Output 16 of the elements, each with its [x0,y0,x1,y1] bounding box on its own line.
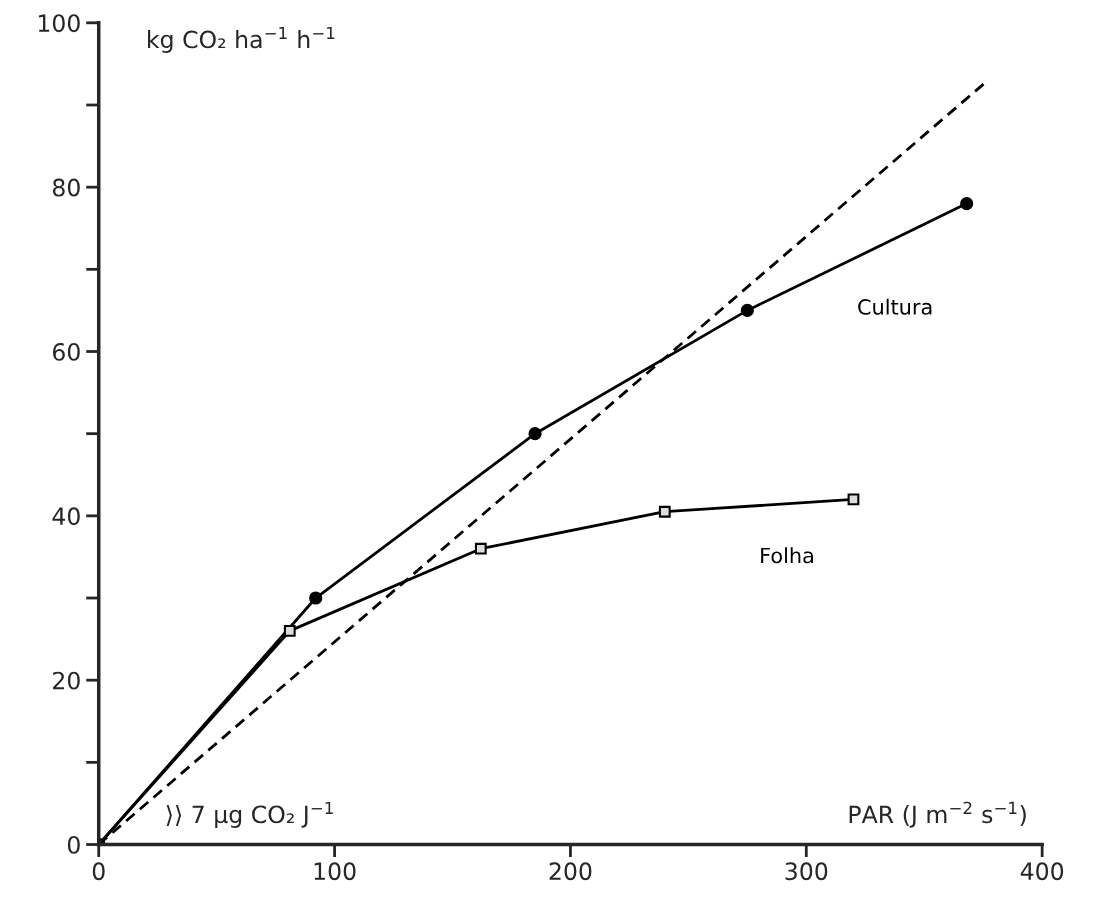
y-axis-title: kg CO₂ ha$^{−1}$ h$^{−1}$ [148,26,335,53]
x-tick-label: 200 [549,862,592,881]
text: Folha [761,547,813,564]
x-axis-title: PAR (J m$^{−2}$ s$^{−1}$) [849,801,1026,828]
x-tick-label: 100 [314,862,356,881]
y-tick-label: 40 [52,507,80,526]
x-tick-label: 300 [785,862,828,881]
y-tick-label: 80 [52,178,80,197]
x-tick-label: 400 [1020,862,1064,881]
y-tick-label: 20 [53,671,80,690]
y-tick-label: 60 [52,342,80,361]
x-tick-label: 0 [92,862,105,881]
y-tick-label: 0 [67,835,80,854]
series-label: Cultura [858,298,932,315]
y-tick-label: 100 [38,14,80,33]
annotation: ⟩⟩ 7 µg CO₂ J$^{−1}$ [166,801,333,828]
